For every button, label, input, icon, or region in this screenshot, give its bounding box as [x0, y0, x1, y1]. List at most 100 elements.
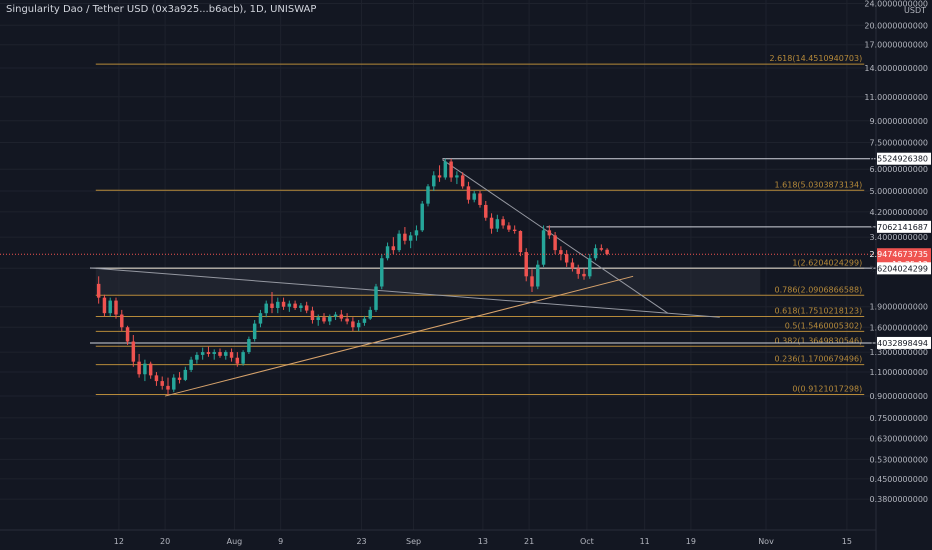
candle-body: [247, 339, 251, 353]
candle-body: [530, 276, 534, 287]
time-tick-label: 21: [524, 537, 534, 546]
price-tick-label: 0.6300000000: [869, 435, 928, 444]
candle-body: [212, 352, 216, 354]
trendline: [89, 267, 720, 318]
candle-body: [316, 317, 320, 321]
candle-body: [559, 250, 563, 255]
candle-body: [229, 352, 234, 358]
candle-body: [449, 161, 453, 178]
price-line-tag-label: 6.5524926380: [869, 155, 928, 164]
trendline: [164, 275, 634, 397]
candle-body: [547, 230, 552, 236]
candle-body: [570, 262, 575, 269]
candle-body: [385, 246, 390, 259]
price-tick-label: 0.4500000000: [869, 475, 928, 484]
candle-body: [293, 303, 297, 308]
candle-body: [270, 303, 274, 308]
candle-body: [304, 305, 309, 311]
time-tick-label: 9: [278, 537, 283, 546]
price-line-tag-label: 1.4032898494: [869, 339, 928, 348]
time-tick-label: Nov: [758, 537, 774, 546]
candle-body: [351, 321, 355, 328]
candle-body: [131, 341, 136, 362]
candle-body: [218, 352, 222, 356]
candle-body: [599, 248, 604, 250]
candle-body: [310, 310, 315, 321]
candle-body: [224, 352, 228, 356]
candle-body: [593, 248, 598, 259]
candle-body: [397, 233, 401, 251]
price-tick-label: 0.9000000000: [869, 392, 928, 401]
candle-body: [576, 268, 580, 274]
candle-body: [235, 357, 240, 364]
price-tick-label: 24.0000000000: [864, 0, 928, 9]
last-price-label: 2.9474673735: [869, 250, 928, 259]
candle-body: [582, 273, 586, 277]
fib-level-label: 2.618(14.4510940703): [769, 54, 862, 63]
candle-body: [154, 375, 159, 382]
candle-body: [120, 314, 124, 328]
candle-body: [564, 254, 569, 263]
price-tick-label: 9.0000000000: [869, 117, 928, 126]
candle-body: [391, 246, 396, 251]
candle-body: [258, 313, 263, 324]
candle-body: [536, 264, 540, 287]
candle-body: [166, 385, 170, 390]
candle-body: [380, 258, 384, 287]
fib-level-label: 1.618(5.0303873134): [775, 180, 863, 189]
time-tick-label: 12: [114, 537, 124, 546]
candle-body: [443, 161, 448, 178]
candle-body: [299, 305, 303, 308]
candle-body: [143, 363, 147, 375]
time-tick-label: Aug: [227, 537, 243, 546]
price-tick-label: 14.0000000000: [864, 64, 928, 73]
candle-body: [96, 283, 101, 298]
fib-level-label: 0.618(1.7510218123): [775, 306, 863, 315]
candle-body: [108, 300, 112, 314]
candle-body: [495, 219, 500, 229]
fib-level-label: 0(0.9121017298): [792, 384, 862, 393]
candle-body: [345, 318, 349, 322]
price-line-tag: [877, 220, 931, 233]
shaded-zone: [95, 268, 761, 296]
candle-body: [114, 300, 118, 315]
candle-body: [541, 230, 546, 265]
candle-body: [432, 175, 436, 187]
candle-body: [206, 352, 211, 354]
candle-body: [328, 316, 332, 322]
time-tick-label: 15: [842, 537, 852, 546]
price-tick-label: 3.4000000000: [869, 233, 928, 242]
symbol-title: Singularity Dao / Tether USD (0x3a925...…: [6, 4, 317, 15]
candle-body: [507, 225, 511, 230]
candle-body: [125, 327, 130, 342]
candle-body: [137, 361, 141, 375]
candle-body: [362, 318, 367, 323]
candle-body: [368, 309, 372, 319]
candle-body: [356, 322, 361, 328]
candle-body: [553, 235, 557, 251]
price-tick-label: 6.0000000000: [869, 165, 928, 174]
price-tick-label: 1.6000000000: [869, 323, 928, 332]
candle-body: [501, 219, 505, 226]
candle-body: [241, 352, 245, 364]
candle-body: [276, 301, 280, 308]
fib-level-label: 0.236(1.1700679496): [775, 355, 863, 364]
time-tick-label: Oct: [580, 537, 594, 546]
time-tick-label: 20: [160, 537, 170, 546]
candle-body: [403, 233, 407, 241]
candle-body: [322, 317, 326, 322]
fib-level-label: 1(2.6204024299): [792, 258, 862, 267]
candle-body: [160, 381, 164, 386]
candle-body: [489, 217, 494, 229]
candle-body: [287, 303, 292, 307]
time-tick-label: 19: [686, 537, 696, 546]
price-tick-label: 1.9000000000: [869, 303, 928, 312]
candle-body: [437, 175, 442, 178]
candle-body: [478, 193, 482, 205]
time-tick-label: 11: [640, 537, 650, 546]
price-tick-label: 17.0000000000: [864, 41, 928, 50]
fib-level-label: 0.5(1.5460005302): [785, 321, 863, 330]
candle-body: [472, 193, 476, 200]
candle-body: [339, 314, 344, 319]
